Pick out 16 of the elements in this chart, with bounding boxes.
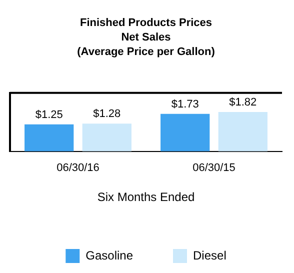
bar	[160, 114, 210, 152]
text: (Average Price per Gallon)	[77, 46, 215, 58]
text: Net Sales	[121, 31, 171, 44]
data-label: $1.25	[35, 108, 63, 121]
text: Finished Products Prices	[80, 17, 212, 30]
x-axis-title: Six Months Ended	[97, 190, 195, 204]
x-tick-label: 06/30/16	[56, 162, 100, 174]
bar	[218, 112, 268, 152]
bar	[24, 124, 74, 152]
x-tick-label: 06/30/15	[192, 162, 236, 174]
legend-label: Diesel	[193, 248, 226, 262]
legend-label: Gasoline	[86, 248, 134, 262]
bar	[82, 124, 132, 152]
data-label: $1.73	[171, 98, 199, 110]
data-label: $1.28	[93, 108, 121, 120]
data-label: $1.82	[229, 96, 257, 108]
